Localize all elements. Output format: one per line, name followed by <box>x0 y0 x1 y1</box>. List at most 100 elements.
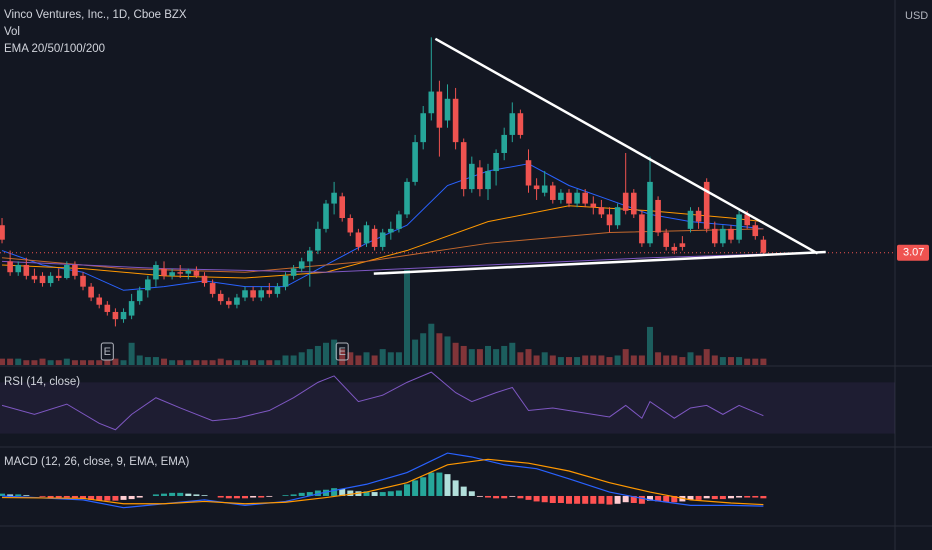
histogram-bar <box>541 495 548 503</box>
candle-body <box>663 232 669 247</box>
candle-body <box>493 152 499 172</box>
volume-bar <box>387 352 394 365</box>
volume-bar <box>290 355 297 365</box>
histogram-bar <box>298 492 305 496</box>
volume-bar <box>152 357 159 365</box>
histogram-bar <box>404 484 411 496</box>
candle-body <box>468 163 475 190</box>
volume-bar <box>590 355 597 365</box>
volume-bar <box>744 358 751 365</box>
histogram-bar <box>258 495 265 498</box>
candle-body <box>671 246 678 251</box>
candle-body <box>355 232 362 247</box>
histogram-bar <box>671 495 678 503</box>
candle-body <box>630 192 637 215</box>
volume-bar <box>15 358 22 365</box>
histogram-bar <box>128 495 135 500</box>
volume-bar <box>347 352 354 365</box>
histogram-bar <box>525 495 532 500</box>
candle-body <box>606 214 613 226</box>
candle-body <box>153 264 159 280</box>
candle-body <box>266 290 273 294</box>
candle-body <box>412 142 418 182</box>
histogram-bar <box>501 495 508 499</box>
volume-bar <box>752 358 759 365</box>
histogram-bar <box>436 472 443 496</box>
candle-body <box>598 207 605 215</box>
histogram-bar <box>687 495 694 500</box>
candle-body <box>639 214 645 244</box>
candle-body <box>274 286 281 294</box>
trendline <box>373 250 826 275</box>
histogram-bar <box>444 474 451 496</box>
volume-bar <box>719 357 726 365</box>
volume-legend: Vol <box>4 26 20 38</box>
candle-body <box>72 264 78 276</box>
histogram-bar <box>185 493 192 496</box>
volume-bar <box>339 349 346 365</box>
volume-bar <box>120 360 127 365</box>
candle-body <box>655 199 661 233</box>
volume-bar <box>695 355 702 365</box>
histogram-bar <box>460 486 467 496</box>
candle-body <box>39 275 46 284</box>
candle-body <box>258 290 265 298</box>
candle-body <box>136 290 143 302</box>
histogram-bar <box>80 495 87 500</box>
volume-bar <box>169 360 176 365</box>
candle-body <box>436 91 443 128</box>
trendline <box>434 37 819 255</box>
earnings-box <box>100 342 114 361</box>
volume-bar <box>565 357 572 365</box>
volume-bar <box>444 336 451 365</box>
volume-bar <box>420 333 427 365</box>
histogram-bar <box>493 495 500 499</box>
volume-bar <box>517 352 524 365</box>
histogram-bar <box>517 495 524 499</box>
volume-bar <box>468 349 475 365</box>
candle-body <box>371 228 378 247</box>
volume-bar <box>371 355 378 365</box>
candle-body <box>7 261 13 273</box>
volume-bar <box>128 342 135 365</box>
volume-bar <box>549 355 556 365</box>
candle-body <box>460 142 467 190</box>
candle-body <box>744 214 750 226</box>
histogram-bar <box>104 495 111 501</box>
volume-bar <box>395 352 402 365</box>
candle-body <box>752 225 759 237</box>
volume-bar <box>331 339 338 365</box>
histogram-bar <box>533 495 540 502</box>
histogram-bar <box>565 495 572 504</box>
candle-body <box>728 228 734 240</box>
volume-bar <box>428 323 435 365</box>
candle-body <box>226 301 232 305</box>
histogram-bar <box>193 494 200 496</box>
histogram-bar <box>606 495 613 505</box>
candle-body <box>120 311 127 320</box>
rsi-legend: RSI (14, close) <box>4 376 80 388</box>
histogram-bar <box>646 495 653 501</box>
histogram-bar <box>379 492 386 496</box>
histogram-bar <box>347 490 354 496</box>
candle-body <box>112 311 119 320</box>
histogram-bar <box>476 495 483 497</box>
candle-body <box>517 113 524 135</box>
ema-line <box>1 228 764 273</box>
volume-bar <box>80 360 87 365</box>
histogram-bar <box>282 495 289 496</box>
histogram-bar <box>314 490 321 496</box>
histogram-bar <box>557 495 564 503</box>
volume-bar <box>557 357 564 365</box>
volume-bar <box>525 349 532 365</box>
band-fill <box>0 382 895 434</box>
histogram-bar <box>39 495 46 497</box>
volume-bar <box>233 360 240 365</box>
histogram-bar <box>250 495 257 498</box>
volume-bar <box>104 360 111 365</box>
volume-bar <box>217 358 224 365</box>
volume-bar <box>55 360 62 365</box>
candle-body <box>388 228 394 233</box>
